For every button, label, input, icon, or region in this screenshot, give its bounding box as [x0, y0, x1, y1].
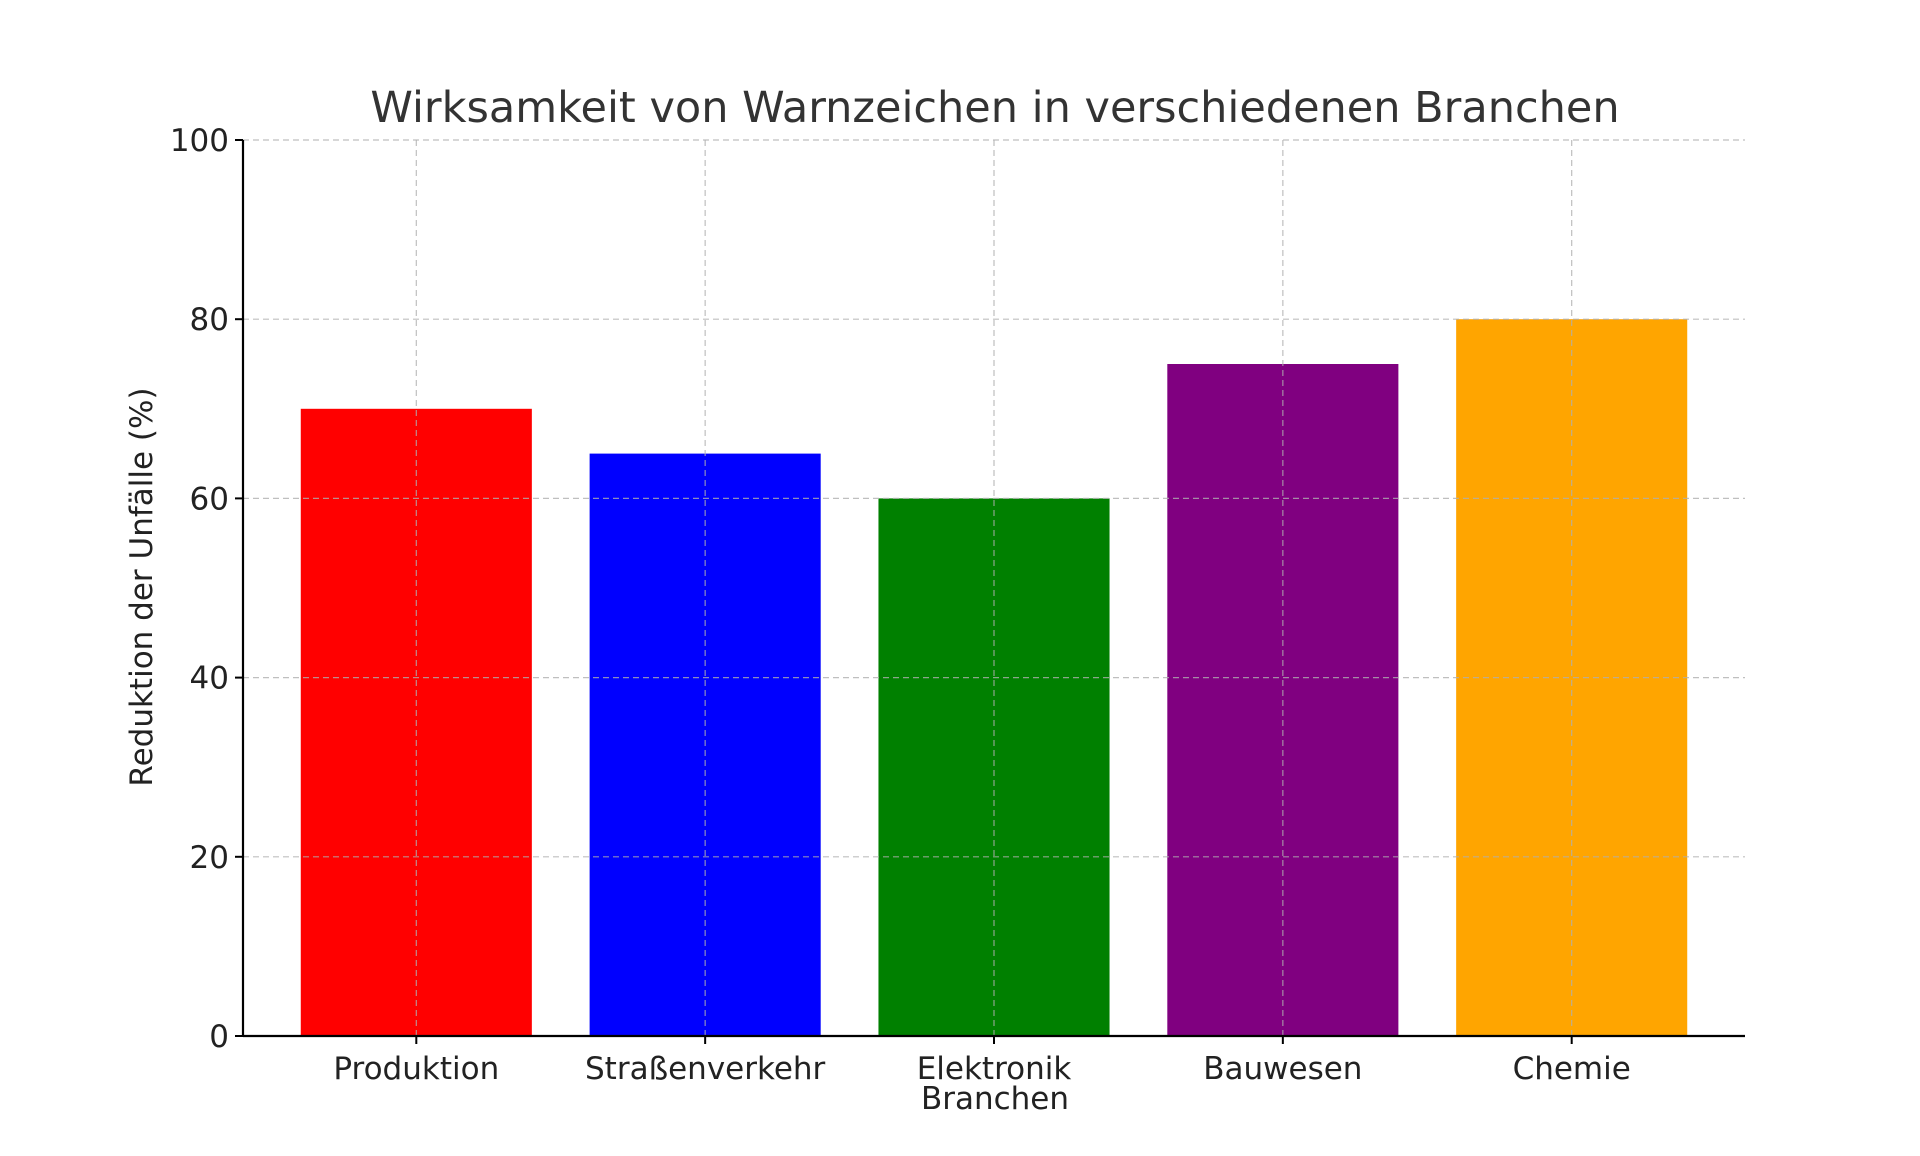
y-tick-label: 0 [209, 1019, 229, 1055]
x-tick-label: Produktion [333, 1051, 499, 1087]
x-tick-label: Elektronik [917, 1051, 1072, 1087]
y-tick-label: 60 [190, 481, 229, 517]
x-axis-label: Branchen [921, 1081, 1069, 1117]
chart-title: Wirksamkeit von Warnzeichen in verschied… [370, 83, 1619, 133]
x-tick-label: Chemie [1513, 1051, 1631, 1087]
y-tick-label: 100 [170, 123, 229, 159]
x-tick-label: Straßenverkehr [585, 1051, 826, 1087]
bar-elektronik [878, 498, 1110, 1036]
y-tick-label: 80 [190, 302, 229, 338]
x-tick-label: Bauwesen [1203, 1051, 1362, 1087]
ticks-layer: 0 20 40 60 80 100 Produktion Straßenverkehr Elek… [170, 123, 1631, 1087]
y-tick-label: 40 [190, 661, 229, 697]
bar-chemie [1456, 319, 1688, 1036]
y-tick-label: 20 [190, 840, 229, 876]
y-axis-label: Reduktion der Unfälle (%) [124, 387, 160, 786]
